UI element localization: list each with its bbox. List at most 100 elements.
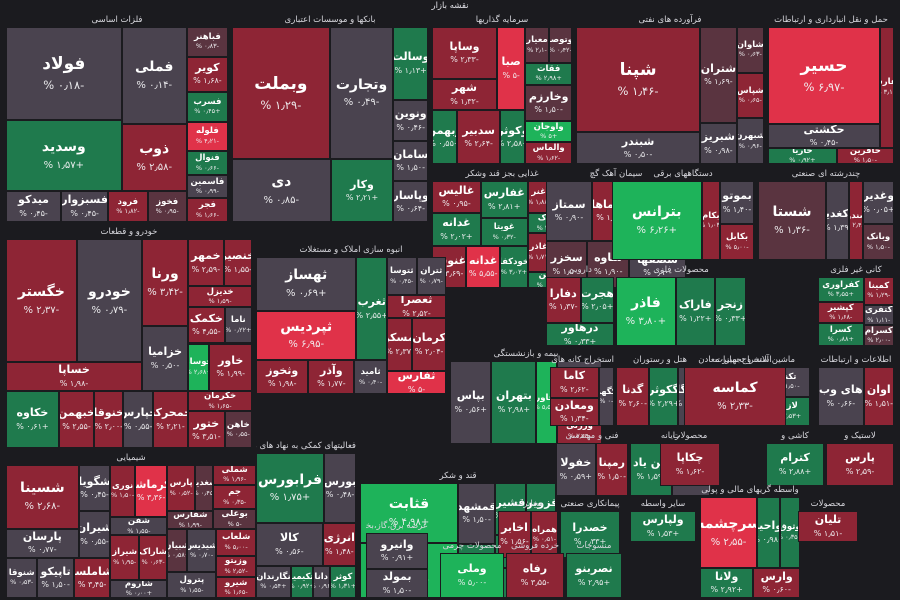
treemap-tile[interactable]: خنصیر-۱٫۵۵ % bbox=[223, 239, 252, 287]
treemap-tile[interactable]: خگستر -۲٫۳۷ % bbox=[6, 239, 77, 362]
treemap-tile[interactable]: همراه -۰٫۵۱ % bbox=[531, 511, 558, 558]
treemap-tile[interactable]: شیدیس -۰٫۷۰ % bbox=[186, 529, 217, 573]
treemap-sector[interactable]: محصولات فلزی فاذر +۳٫۸۰ % فاراک +۱٫۲۲ % زنجر +… bbox=[616, 264, 746, 346]
treemap-tile[interactable]: ثتوسا -۰٫۴۵ % bbox=[387, 257, 417, 296]
treemap-tile[interactable]: فقات +۲٫۹۸ % bbox=[525, 63, 572, 85]
treemap-tile[interactable]: نصربنو +۲٫۹۵ % bbox=[566, 553, 622, 598]
treemap-tile[interactable]: میدکو -۰٫۴۵ % bbox=[6, 191, 62, 222]
treemap-tile[interactable]: غدانه +۲٫۰۲ % bbox=[432, 213, 481, 246]
treemap-tile[interactable]: وسدید +۱٫۵۷ % bbox=[6, 119, 122, 192]
treemap-tile[interactable]: ثغرب+۲٫۵۵ % bbox=[356, 257, 388, 360]
treemap-tile[interactable]: وارس -۰٫۶۰ % bbox=[753, 567, 800, 598]
treemap-tile[interactable]: خکرمان -۱٫۶۵ % bbox=[188, 390, 252, 412]
treemap-tile[interactable]: شاوان -۰٫۶۳ % bbox=[736, 27, 764, 73]
treemap-tile[interactable]: وملی -۵٫۰۰ % bbox=[440, 553, 504, 598]
treemap-tile[interactable]: ثهساز +۰٫۶۹ % bbox=[256, 257, 357, 311]
treemap-tile[interactable]: فرابورس +۱٫۷۵ % bbox=[256, 453, 324, 524]
treemap-tile[interactable]: ثعصرا -۲٫۵۲ % bbox=[387, 295, 446, 318]
treemap-tile[interactable]: وانیرو +۰٫۹۱ % bbox=[366, 533, 428, 569]
treemap-tile[interactable]: شاروم +۰٫۰۰ % bbox=[110, 579, 168, 598]
treemap-sector[interactable]: خودرو و قطعات خگستر -۲٫۳۷ % خودرو -۰٫۷۹ % خسا… bbox=[6, 226, 252, 448]
treemap-tile[interactable]: زنجر +۰٫۳۳ % bbox=[714, 277, 746, 346]
treemap-tile[interactable]: های وب -۰٫۶۶ % bbox=[818, 367, 864, 426]
treemap-sector[interactable]: منسوجات نصربنو +۲٫۹۵ % bbox=[566, 540, 622, 598]
treemap-tile[interactable]: شاراک -۰٫۶۳ % bbox=[138, 535, 168, 580]
treemap-tile[interactable]: شغدیر-۰٫۴۵ % bbox=[194, 465, 214, 511]
treemap-tile[interactable]: وثخوز -۱٫۹۸ % bbox=[256, 359, 309, 394]
treemap-tile[interactable]: جم -۰٫۳۵ % bbox=[213, 484, 256, 510]
treemap-tile[interactable]: وساپا -۲٫۳۳ % bbox=[432, 27, 497, 79]
treemap-tile[interactable]: سمتاز -۰٫۹۰ % bbox=[546, 181, 593, 242]
treemap-tile[interactable]: کسرام -۲٫۰۰ % bbox=[863, 325, 894, 346]
treemap-tile[interactable]: فولاد -۰٫۱۸ % bbox=[6, 27, 122, 120]
treemap-tile[interactable]: وغدیر +۰٫۰۵ % bbox=[862, 181, 894, 225]
treemap-tile[interactable]: غدانه -۵٫۵۵ % bbox=[466, 245, 501, 288]
treemap-sector[interactable]: لاستیک و پارس -۲٫۵۹ % bbox=[826, 430, 894, 486]
treemap-tile[interactable]: خفولا +۰٫۵۹ % bbox=[556, 443, 596, 496]
treemap-tile[interactable]: خکاوه +۰٫۶۱ % bbox=[6, 391, 59, 448]
treemap-tile[interactable]: وپاسار -۰٫۶۴ % bbox=[393, 181, 428, 222]
treemap-tile[interactable]: حفارس-۳٫۱۵ % bbox=[880, 27, 894, 148]
treemap-tile[interactable]: فخوز -۰٫۹۵ % bbox=[147, 191, 187, 222]
treemap-tile[interactable]: واحیا+۰٫۹۸ % bbox=[757, 497, 780, 568]
treemap-tile[interactable]: شبهرن -۰٫۹۶ % bbox=[736, 118, 764, 164]
treemap-tile[interactable]: بورس -۰٫۴۸ % bbox=[324, 453, 356, 524]
treemap-tile[interactable]: وثوق+۰٫۳۵ % bbox=[780, 497, 800, 568]
treemap-tile[interactable]: شتران -۱٫۶۹ % bbox=[700, 27, 737, 123]
treemap-tile[interactable]: ومعادن -۱٫۳۴ % bbox=[550, 398, 599, 426]
treemap-tile[interactable]: گدنا -۲٫۶۰ % bbox=[616, 367, 650, 426]
treemap-tile[interactable]: کویر -۱٫۶۸ % bbox=[186, 56, 228, 92]
treemap-sector[interactable]: شیمیایی شسینا -۲٫۶۸ % پارسان -۰٫۷۷ % شگویا -۰٫… bbox=[6, 452, 256, 598]
treemap-sector[interactable]: کاشی و کترام +۲٫۸۸ % bbox=[766, 430, 824, 486]
treemap-tile[interactable]: فاذر +۳٫۸۰ % bbox=[616, 277, 676, 346]
treemap-tile[interactable]: حآفرین -۱٫۵۰ % bbox=[836, 147, 894, 164]
treemap-tile[interactable]: والماس -۱٫۶۲ % bbox=[525, 142, 572, 164]
treemap-tile[interactable]: شگویا -۰٫۴۵ % bbox=[78, 465, 111, 512]
treemap-tile[interactable]: ولانا +۲٫۹۲ % bbox=[700, 567, 754, 598]
treemap-tile[interactable]: کرمان -۲٫۰۴ % bbox=[412, 317, 446, 372]
treemap-tile[interactable]: فملی -۰٫۱۴ % bbox=[121, 27, 187, 124]
treemap-sector[interactable]: مخابرات اخابر -۱٫۵۶ % همراه -۰٫۵۱ % bbox=[498, 498, 558, 558]
treemap-sector[interactable]: استخراج سایر معادن کماسه -۲٫۳۳ % bbox=[684, 354, 786, 426]
treemap-tile[interactable]: وخارزم -۱٫۵۰ % bbox=[525, 84, 572, 121]
treemap-tile[interactable]: شفن -۱٫۵۵ % bbox=[110, 516, 168, 536]
treemap-tile[interactable]: بوعلی -۵ % bbox=[213, 509, 256, 530]
treemap-tile[interactable]: کترام +۲٫۸۸ % bbox=[766, 443, 824, 486]
treemap-tile[interactable]: کمینا -۱٫۲۹ % bbox=[863, 277, 894, 305]
treemap-tile[interactable]: رمپنا -۱٫۵۰ % bbox=[595, 443, 628, 496]
treemap-tile[interactable]: تاپیکو -۱٫۵۰ % bbox=[37, 557, 74, 598]
treemap-sector[interactable]: دارویی دفارا -۱٫۳۷ % هجرت +۲٫۰۵ % درهآور +۰٫۳۳… bbox=[546, 264, 614, 346]
treemap-tile[interactable]: شسینا -۲٫۶۸ % bbox=[6, 465, 79, 529]
treemap-tile[interactable]: خودرو -۰٫۷۹ % bbox=[76, 239, 143, 362]
treemap-tile[interactable]: فنوال -۰٫۶۶ % bbox=[186, 151, 228, 175]
treemap-sector[interactable]: کانی غیر فلزی کفراوری +۳٫۵۵ % کپشیر -۱٫۶۸ % ک… bbox=[818, 264, 894, 346]
treemap-tile[interactable]: کگهر-۰ % bbox=[598, 367, 614, 426]
treemap-tile[interactable]: وکغدیر-۱٫۳۹ % bbox=[826, 181, 849, 260]
treemap-tile[interactable]: وبملت -۱٫۲۹ % bbox=[232, 27, 330, 160]
treemap-tile[interactable]: خودکفا +۳٫۰۲ % bbox=[500, 245, 528, 288]
treemap-sector[interactable]: فلزات اساسی فولاد -۰٫۱۸ % وسدید +۱٫۵۷ % فملی -… bbox=[6, 14, 228, 222]
treemap-tile[interactable]: فلوله -۴٫۲۱ % bbox=[186, 121, 228, 152]
treemap-tile[interactable]: فجر -۱٫۶۶ % bbox=[186, 198, 228, 222]
treemap-tile[interactable]: غنر-۱٫۸۸ % bbox=[527, 181, 550, 214]
treemap-tile[interactable]: نگارندان +۰٫۵۴ % bbox=[256, 565, 291, 598]
treemap-tile[interactable]: فباهنر -۰٫۸۳ % bbox=[186, 27, 228, 57]
treemap-tile[interactable]: وبهمن +۰٫۵۵ % bbox=[432, 109, 457, 164]
treemap-tile[interactable]: وآذر -۱٫۷۷ % bbox=[308, 359, 355, 394]
treemap-tile[interactable]: خکمک -۴٫۵۵ % bbox=[188, 306, 225, 344]
treemap-sector[interactable]: محصولات تلیان -۱٫۵۱ % bbox=[798, 498, 858, 542]
treemap-tile[interactable]: درهآور +۰٫۳۳ % bbox=[546, 323, 614, 346]
treemap-tile[interactable]: خزامیا -۰٫۵۰ % bbox=[142, 325, 189, 392]
treemap-tile[interactable]: بمولد -۱٫۵۰ % bbox=[366, 568, 428, 598]
treemap-sector[interactable]: بانکها و موسسات اعتباری وبملت -۱٫۲۹ % وتجار… bbox=[232, 14, 428, 222]
treemap-tile[interactable]: کماسه -۲٫۳۳ % bbox=[684, 367, 786, 426]
treemap-tile[interactable]: خاور -۱٫۹۹ % bbox=[209, 343, 252, 391]
treemap-tile[interactable]: بموتو -۱٫۴۰ % bbox=[720, 181, 754, 225]
treemap-tile[interactable]: ذوب -۲٫۵۸ % bbox=[121, 123, 187, 192]
treemap-tile[interactable]: شملی -۱٫۹۶ % bbox=[213, 465, 256, 485]
treemap-tile[interactable]: وسالت +۱٫۱۳ % bbox=[393, 27, 428, 101]
treemap-tile[interactable]: وکار +۲٫۲۱ % bbox=[330, 159, 394, 222]
treemap-tile[interactable]: ثپردیس -۶٫۹۵ % bbox=[256, 310, 357, 360]
treemap-tile[interactable]: هجرت +۲٫۰۵ % bbox=[580, 277, 614, 324]
treemap-tile[interactable]: اوان -۱٫۵۱ % bbox=[863, 367, 894, 426]
